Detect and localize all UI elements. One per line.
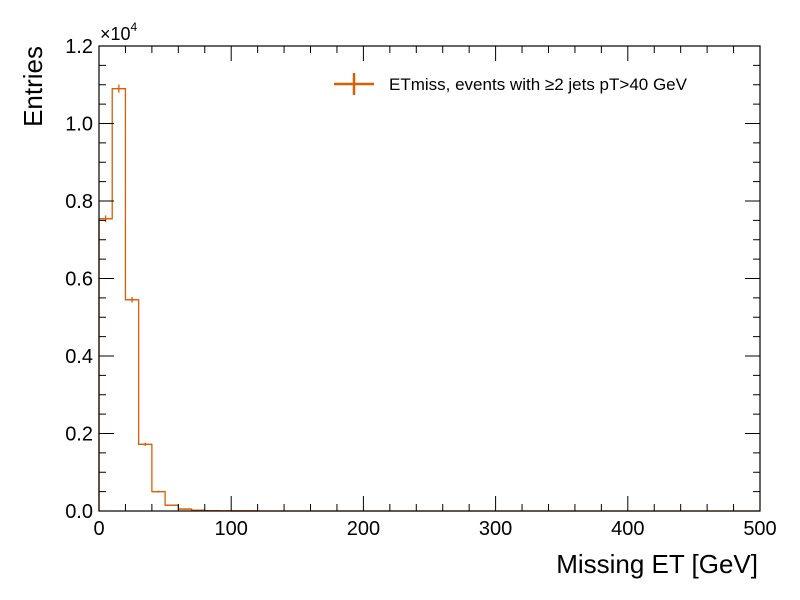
y-axis-title: Entries [18,46,48,127]
x-axis-title: Missing ET [GeV] [556,549,758,579]
histogram-bin [112,84,126,93]
x-tick-label: 0 [93,518,104,540]
y-tick-label: 0.0 [65,501,93,523]
legend-entry-label: ETmiss, events with ≥2 jets pT>40 GeV [389,75,688,94]
tick-labels: 0 100 200 300 400 500 0.0 0.2 0.4 0.6 0.8 1.0 1.2 [65,36,777,540]
histogram-marks [98,84,760,512]
y-tick-label: 0.8 [65,191,93,213]
y-multiplier: ×104 [100,20,138,44]
y-tick-label: 0.4 [65,346,93,368]
y-tick-label: 1.0 [65,114,93,136]
x-tick-label: 300 [479,518,512,540]
histogram-step-line [98,87,760,512]
histogram-bin [99,215,113,223]
x-tick-label: 200 [347,518,380,540]
axis-ticks [98,45,761,512]
y-tick-label: 0.2 [65,424,93,446]
y-tick-label: 0.6 [65,269,93,291]
x-tick-label: 400 [611,518,644,540]
y-multiplier-base: ×10 [100,24,131,44]
histogram-bin [151,490,166,493]
x-tick-label: 500 [743,518,776,540]
histogram-bin [178,508,192,510]
histogram-bin [138,442,152,446]
histogram-bin [165,504,179,506]
y-tick-label: 1.2 [65,36,93,58]
x-tick-label: 100 [215,518,248,540]
plot-frame [98,45,761,512]
y-multiplier-exponent: 4 [131,20,138,34]
histogram-bin [125,296,139,303]
legend: ETmiss, events with ≥2 jets pT>40 GeV [334,73,688,95]
